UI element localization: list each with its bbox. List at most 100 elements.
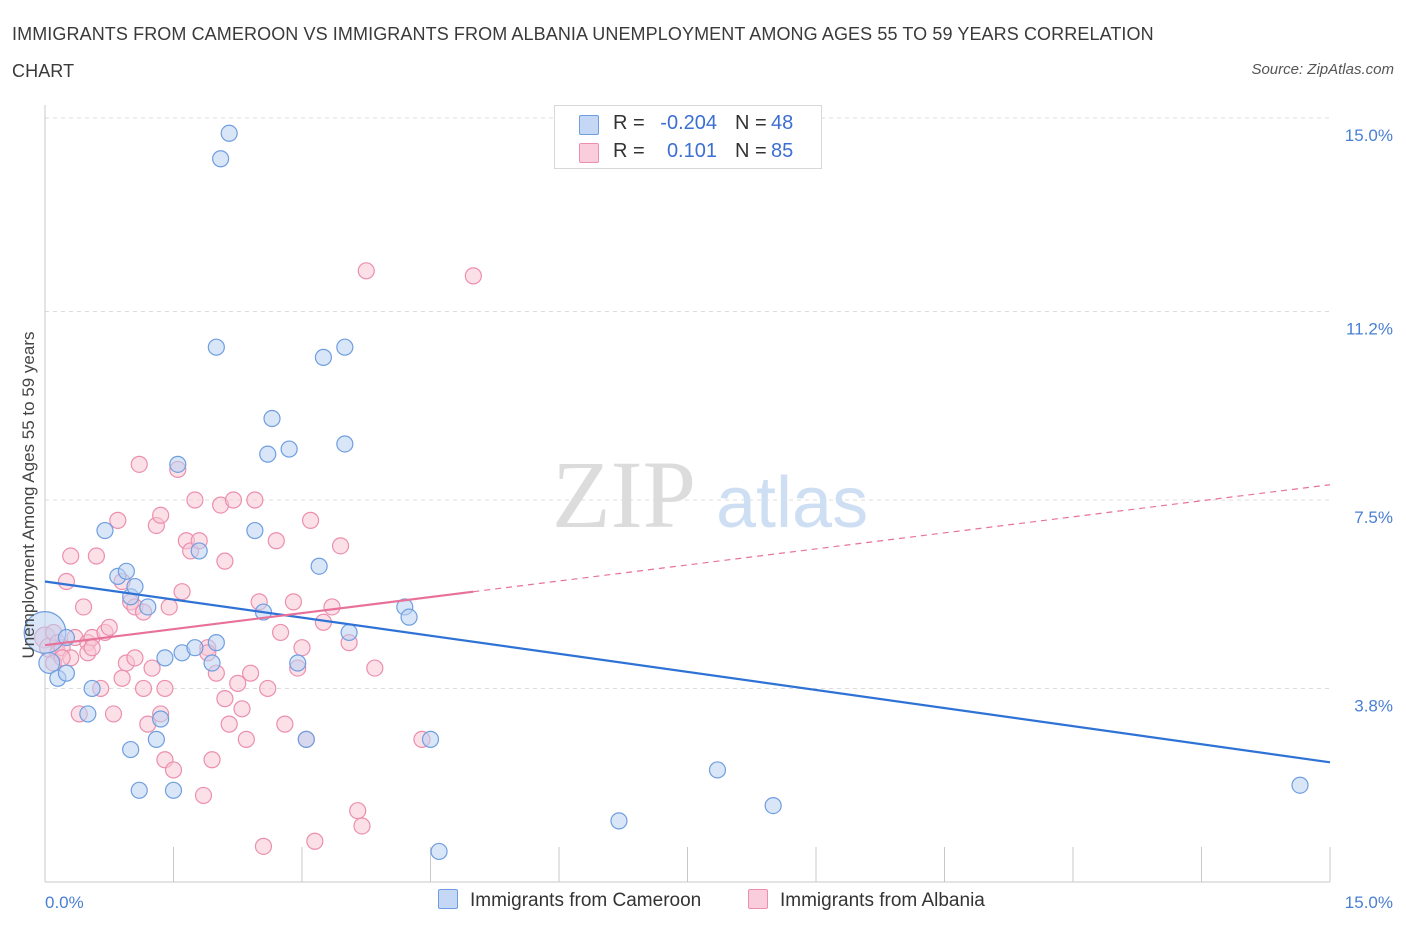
cameroon-point bbox=[340, 623, 358, 642]
albania-point bbox=[57, 572, 76, 591]
albania-point bbox=[104, 705, 123, 723]
cameroon-point bbox=[336, 338, 354, 356]
y-tick-label: 11.2% bbox=[1346, 320, 1393, 339]
albania-point bbox=[87, 547, 106, 565]
albania-point bbox=[152, 506, 170, 524]
cameroon-point bbox=[421, 730, 440, 748]
chart-title: IMMIGRANTS FROM CAMEROON VS IMMIGRANTS F… bbox=[12, 24, 1154, 81]
albania-point bbox=[293, 639, 311, 657]
cameroon-point bbox=[263, 409, 281, 428]
cameroon-point bbox=[207, 634, 225, 652]
cameroon-point bbox=[186, 639, 204, 657]
cameroon-point bbox=[57, 664, 76, 682]
cameroon-point bbox=[152, 710, 170, 728]
n-value-cameroon: 48 bbox=[771, 112, 794, 134]
cameroon-point bbox=[314, 348, 333, 366]
cameroon-point bbox=[246, 521, 264, 540]
x-tick-label: 0.0% bbox=[45, 893, 84, 912]
albania-trend-line bbox=[44, 590, 474, 647]
albania-point bbox=[246, 491, 264, 509]
albania-point bbox=[164, 761, 183, 779]
albania-point bbox=[130, 455, 148, 473]
cameroon-point bbox=[96, 521, 114, 540]
n-label: N = bbox=[735, 140, 767, 162]
albania-point bbox=[74, 598, 93, 616]
albania-point bbox=[349, 802, 367, 820]
albania-point bbox=[323, 598, 341, 616]
albania-point bbox=[220, 715, 238, 733]
y-tick-label: 7.5% bbox=[1354, 508, 1393, 527]
r-value-cameroon: -0.204 bbox=[660, 112, 717, 134]
cameroon-point bbox=[207, 338, 225, 356]
albania-point bbox=[216, 690, 234, 708]
albania-point bbox=[109, 511, 127, 529]
source-label: Source: ZipAtlas.com bbox=[1251, 61, 1394, 78]
watermark: ZIP atlas bbox=[552, 441, 868, 548]
albania-point bbox=[357, 262, 375, 280]
albania-point bbox=[83, 639, 101, 657]
albania-point bbox=[229, 674, 247, 692]
data-points bbox=[23, 124, 1309, 861]
cameroon-point bbox=[38, 651, 61, 674]
legend-albania-label: Immigrants from Albania bbox=[780, 890, 985, 911]
cameroon-swatch bbox=[579, 115, 599, 135]
cameroon-point bbox=[310, 557, 328, 575]
albania-point bbox=[113, 669, 131, 687]
albania-point bbox=[366, 659, 384, 677]
cameroon-point bbox=[126, 577, 144, 596]
albania-point bbox=[203, 751, 221, 769]
albania-point bbox=[237, 730, 255, 748]
cameroon-point bbox=[1291, 776, 1309, 794]
y-axis-label: Unemployment Among Ages 55 to 59 years bbox=[19, 332, 38, 659]
albania-point bbox=[306, 832, 324, 850]
cameroon-point bbox=[83, 679, 101, 698]
albania-point bbox=[224, 491, 243, 509]
y-tick-label: 3.8% bbox=[1354, 696, 1393, 715]
cameroon-legend-swatch bbox=[438, 889, 458, 909]
albania-trend-line-extension bbox=[473, 484, 1331, 593]
albania-swatch bbox=[579, 143, 599, 163]
cameroon-point bbox=[280, 440, 298, 458]
cameroon-point bbox=[190, 542, 208, 560]
albania-point bbox=[259, 679, 277, 698]
watermark-atlas: atlas bbox=[716, 463, 868, 543]
cameroon-point bbox=[147, 730, 165, 748]
cameroon-point bbox=[336, 435, 354, 453]
albania-point bbox=[242, 664, 260, 682]
cameroon-point bbox=[400, 608, 418, 626]
cameroon-point bbox=[430, 842, 448, 861]
albania-point bbox=[194, 786, 213, 805]
albania-point bbox=[267, 532, 285, 550]
watermark-zip: ZIP bbox=[552, 441, 696, 548]
albania-point bbox=[353, 817, 371, 835]
axes bbox=[44, 105, 1331, 883]
cameroon-point bbox=[259, 445, 277, 463]
cameroon-point bbox=[764, 796, 782, 815]
cameroon-point bbox=[139, 598, 157, 616]
legend-albania[interactable]: Immigrants from Albania bbox=[748, 889, 985, 912]
stats-legend: R = -0.204 N = 48 R = 0.101 N = 85 bbox=[554, 105, 822, 169]
albania-point bbox=[284, 593, 303, 611]
albania-point bbox=[186, 491, 204, 509]
cameroon-point bbox=[117, 562, 135, 580]
x-tick-label: 15.0% bbox=[1345, 893, 1393, 912]
cameroon-point bbox=[164, 781, 183, 799]
albania-point bbox=[271, 623, 290, 642]
cameroon-point bbox=[297, 730, 315, 748]
albania-point bbox=[143, 659, 161, 677]
cameroon-point bbox=[130, 781, 148, 799]
legend-cameroon[interactable]: Immigrants from Cameroon bbox=[438, 889, 701, 912]
albania-point bbox=[276, 715, 294, 733]
y-tick-label: 15.0% bbox=[1345, 126, 1393, 145]
tick-labels: 3.8% 7.5% 11.2% 15.0% 0.0% 15.0% bbox=[45, 126, 1393, 912]
cameroon-point bbox=[212, 150, 230, 168]
albania-point bbox=[173, 583, 191, 601]
cameroon-point bbox=[79, 705, 97, 723]
albania-point bbox=[331, 537, 350, 555]
trend-lines bbox=[44, 484, 1331, 764]
cameroon-point bbox=[169, 455, 187, 473]
r-label: R = bbox=[613, 112, 645, 134]
cameroon-point bbox=[708, 761, 727, 779]
albania-point bbox=[301, 511, 320, 529]
